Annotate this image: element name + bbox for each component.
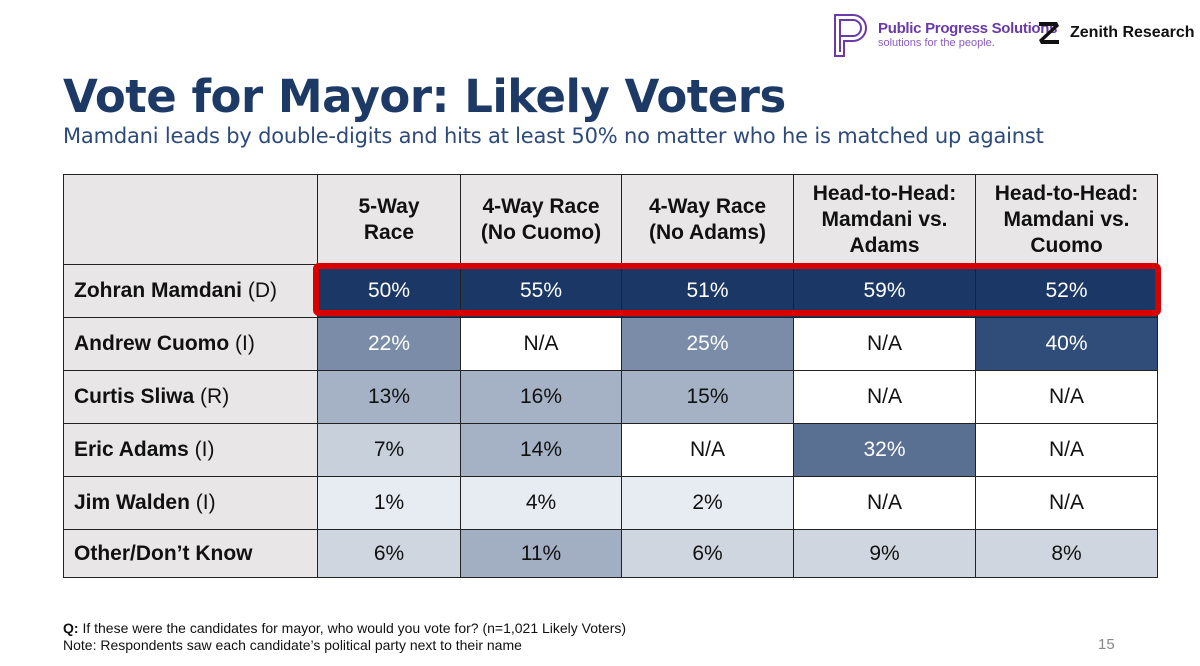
value-cell: 32% bbox=[793, 423, 976, 477]
value-cell: 40% bbox=[975, 317, 1158, 371]
candidate-label: Jim Walden (I) bbox=[63, 476, 318, 530]
value-cell: N/A bbox=[975, 476, 1158, 530]
table-row: Curtis Sliwa (R) 13% 16% 15% N/A N/A bbox=[63, 370, 1158, 424]
candidate-name: Other/Don’t Know bbox=[74, 541, 253, 565]
question-text: If these were the candidates for mayor, … bbox=[78, 620, 627, 636]
value-cell: 6% bbox=[621, 529, 794, 578]
question-label: Q: bbox=[63, 620, 79, 636]
value-cell: 15% bbox=[621, 370, 794, 424]
column-header: Head-to-Head: Mamdani vs. Adams bbox=[793, 174, 976, 265]
value-cell: 6% bbox=[317, 529, 461, 578]
zenith-name: Zenith Research bbox=[1070, 24, 1195, 41]
pps-tagline: solutions for the people. bbox=[878, 37, 995, 49]
candidate-name: Eric Adams bbox=[74, 438, 189, 461]
candidate-name: Andrew Cuomo bbox=[74, 332, 230, 355]
public-progress-solutions-logo: Public Progress Solutions solutions for … bbox=[832, 12, 1058, 58]
subtitle: Mamdani leads by double-digits and hits … bbox=[63, 124, 1044, 148]
value-cell: 59% bbox=[793, 264, 976, 318]
page-number: 15 bbox=[1098, 636, 1115, 653]
candidate-label: Curtis Sliwa (R) bbox=[63, 370, 318, 424]
candidate-party: (R) bbox=[200, 385, 230, 408]
vote-table: 5-Way Race 4-Way Race (No Cuomo) 4-Way Race(… bbox=[63, 174, 1158, 578]
value-cell: 25% bbox=[621, 317, 794, 371]
value-cell: N/A bbox=[621, 423, 794, 477]
candidate-label: Eric Adams (I) bbox=[63, 423, 318, 477]
value-cell: 11% bbox=[460, 529, 622, 578]
table-row: Eric Adams (I) 7% 14% N/A 32% N/A bbox=[63, 423, 1158, 477]
zenith-z-icon bbox=[1039, 22, 1059, 44]
candidate-label: Zohran Mamdani (D) bbox=[63, 264, 318, 318]
value-cell: N/A bbox=[975, 370, 1158, 424]
value-cell: 50% bbox=[317, 264, 461, 318]
value-cell: 51% bbox=[621, 264, 794, 318]
value-cell: 4% bbox=[460, 476, 622, 530]
value-cell: 1% bbox=[317, 476, 461, 530]
column-header: 5-Way Race bbox=[317, 174, 461, 265]
value-cell: 52% bbox=[975, 264, 1158, 318]
candidate-label: Other/Don’t Know bbox=[63, 529, 318, 578]
table-row: Zohran Mamdani (D) 50% 55% 51% 59% 52% bbox=[63, 264, 1158, 318]
zenith-research-logo: Zenith Research bbox=[1036, 20, 1194, 46]
table-row: Other/Don’t Know 6% 11% 6% 9% 8% bbox=[63, 529, 1158, 578]
value-cell: N/A bbox=[793, 317, 976, 371]
corner-cell bbox=[63, 174, 318, 265]
note-text: Note: Respondents saw each candidate’s p… bbox=[63, 637, 522, 653]
value-cell: 9% bbox=[793, 529, 976, 578]
page-title: Vote for Mayor: Likely Voters bbox=[63, 70, 786, 123]
column-header: Head-to-Head: Mamdani vs. Cuomo bbox=[975, 174, 1158, 265]
value-cell: 16% bbox=[460, 370, 622, 424]
candidate-party: (I) bbox=[194, 438, 215, 461]
value-cell: 14% bbox=[460, 423, 622, 477]
candidate-party: (I) bbox=[195, 491, 216, 514]
value-cell: 13% bbox=[317, 370, 461, 424]
value-cell: N/A bbox=[793, 476, 976, 530]
value-cell: N/A bbox=[975, 423, 1158, 477]
candidate-party: (I) bbox=[235, 332, 255, 355]
value-cell: 2% bbox=[621, 476, 794, 530]
pps-p-logo-icon bbox=[834, 14, 867, 57]
value-cell: 7% bbox=[317, 423, 461, 477]
candidate-label: Andrew Cuomo (I) bbox=[63, 317, 318, 371]
value-cell: N/A bbox=[460, 317, 622, 371]
header-row: 5-Way Race 4-Way Race (No Cuomo) 4-Way Race(… bbox=[63, 174, 1158, 265]
value-cell: 22% bbox=[317, 317, 461, 371]
footnote: Q: If these were the candidates for mayo… bbox=[63, 620, 626, 654]
value-cell: 55% bbox=[460, 264, 622, 318]
candidate-name: Zohran Mamdani bbox=[74, 279, 243, 302]
value-cell: 8% bbox=[975, 529, 1158, 578]
pps-name: Public Progress Solutions bbox=[878, 20, 1058, 37]
table-row: Andrew Cuomo (I) 22% N/A 25% N/A 40% bbox=[63, 317, 1158, 371]
value-cell: N/A bbox=[793, 370, 976, 424]
candidate-name: Curtis Sliwa bbox=[74, 385, 195, 408]
candidate-party: (D) bbox=[247, 279, 278, 302]
table-row: Jim Walden (I) 1% 4% 2% N/A N/A bbox=[63, 476, 1158, 530]
candidate-name: Jim Walden bbox=[74, 491, 190, 514]
column-header: 4-Way Race (No Cuomo) bbox=[460, 174, 622, 265]
column-header: 4-Way Race (No Adams) bbox=[621, 174, 794, 265]
